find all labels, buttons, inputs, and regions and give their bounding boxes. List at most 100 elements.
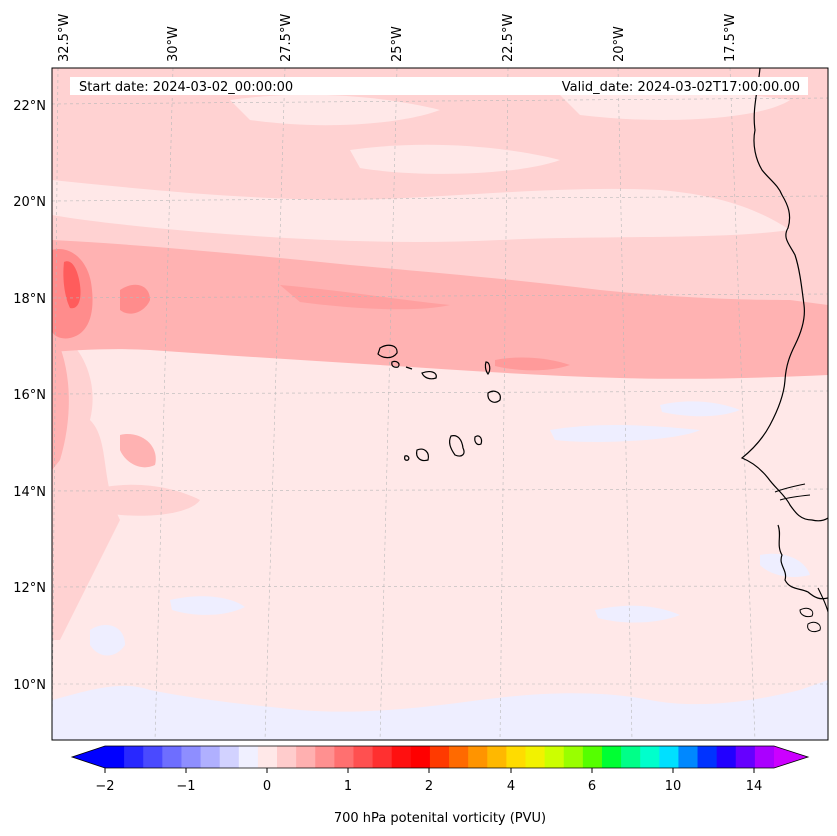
colorbar-cell xyxy=(410,746,431,768)
pv-contour-mid-band xyxy=(52,240,828,379)
colorbar-tick-label: 14 xyxy=(746,779,763,794)
pv-contour-lavender-patch-4 xyxy=(760,553,810,577)
gridline-30w xyxy=(154,68,174,740)
colorbar-cell xyxy=(372,746,393,768)
colorbar-tick-label: 10 xyxy=(665,779,682,794)
colorbar-cell xyxy=(506,746,527,768)
colorbar-cells xyxy=(105,746,775,768)
colorbar-cell xyxy=(678,746,699,768)
lon-label-30w: 30°W xyxy=(166,26,181,62)
pv-contour-strong-band xyxy=(280,285,450,310)
colorbar-cell xyxy=(238,746,259,768)
map-frame xyxy=(51,67,829,741)
lat-label-14n: 14°N xyxy=(13,485,46,500)
colorbar: −2 −1 0 1 2 4 6 10 14 700 hPa potenital … xyxy=(70,745,810,826)
pv-contour-lavender-patch-2 xyxy=(170,596,245,615)
colorbar-tick-label: 2 xyxy=(425,779,433,794)
lon-label-22-5w: 22.5°W xyxy=(501,14,516,62)
gridline-32-5w xyxy=(52,68,59,740)
lat-label-20n: 20°N xyxy=(13,195,46,210)
colorbar-cell xyxy=(296,746,316,768)
colorbar-cell xyxy=(353,746,374,768)
colorbar-cell xyxy=(449,746,469,768)
lon-label-20w: 20°W xyxy=(612,26,627,62)
colorbar-tick-label: 6 xyxy=(588,779,596,794)
africa-coastline xyxy=(740,68,828,522)
bissau-islands xyxy=(799,607,821,633)
start-date-label: Start date: 2024-03-02_00:00:00 xyxy=(79,80,293,95)
pv-contour-strong-patch xyxy=(120,284,150,314)
colorbar-tick-label: −1 xyxy=(176,779,195,794)
lon-label-27-5w: 27.5°W xyxy=(279,14,294,62)
colorbar-cell xyxy=(143,746,163,768)
island-sao-nicolau xyxy=(421,371,437,380)
island-maio xyxy=(474,435,483,446)
colorbar-cell xyxy=(621,746,641,768)
guinea-coast xyxy=(817,587,828,613)
pv-contour-mid-west-lobe xyxy=(52,330,69,470)
pv-contour-strong-center xyxy=(495,357,570,371)
colorbar-tick-label: −2 xyxy=(95,779,114,794)
lat-label-16n: 16°N xyxy=(13,388,46,403)
gridline-27-5w xyxy=(264,68,286,740)
colorbar-cell xyxy=(429,746,450,768)
pv-contour-pale-band-3 xyxy=(52,180,790,243)
colorbar-cell xyxy=(219,746,240,768)
lon-label-17-5w: 17.5°W xyxy=(723,14,738,62)
colorbar-cell xyxy=(640,746,660,768)
colorbar-extend-over xyxy=(774,746,808,768)
colorbar-cell xyxy=(582,746,603,768)
colorbar-tick-label: 1 xyxy=(344,779,352,794)
lon-label-32-5w: 32.5°W xyxy=(57,14,72,62)
graticule xyxy=(52,68,828,740)
pv-contour-lavender-east xyxy=(550,425,700,442)
lon-label-25w: 25°W xyxy=(390,26,405,62)
island-brava xyxy=(404,455,410,461)
map-panel: Start date: 2024-03-02_00:00:00 Valid_da… xyxy=(52,68,828,740)
colorbar-cell xyxy=(697,746,718,768)
colorbar-extend-under xyxy=(72,746,105,768)
island-santo-antao xyxy=(377,344,398,359)
colorbar-cell xyxy=(601,746,622,768)
colorbar-cell xyxy=(334,746,354,768)
lat-label-18n: 18°N xyxy=(13,292,46,307)
cape-verde-islands xyxy=(377,344,501,462)
pv-contour-pale-band-4 xyxy=(350,144,560,174)
colorbar-cell xyxy=(544,746,565,768)
colorbar-title: 700 hPa potenital vorticity (PVU) xyxy=(334,811,546,826)
pv-contour-pale-band-2 xyxy=(560,89,790,120)
pv-contour-lavender-patch-3 xyxy=(595,605,680,623)
lat-label-22n: 22°N xyxy=(13,99,46,114)
pv-contour-light-patch xyxy=(90,484,200,516)
pv-contour-lavender-south xyxy=(52,680,828,740)
africa-coastline-south xyxy=(777,524,828,600)
colorbar-cell xyxy=(391,746,412,768)
lat-label-10n: 10°N xyxy=(13,678,46,693)
colorbar-cell xyxy=(277,746,297,768)
island-santiago xyxy=(449,435,465,457)
colorbar-cell xyxy=(315,746,335,768)
colorbar-cell xyxy=(716,746,737,768)
colorbar-cell xyxy=(735,746,756,768)
colorbar-cell xyxy=(563,746,584,768)
pv-contour-light-west xyxy=(52,330,120,640)
colorbar-cell xyxy=(105,746,125,768)
date-banner xyxy=(70,77,808,95)
pv-contour-lavender-patch-1 xyxy=(90,625,125,656)
gambia-estuary xyxy=(774,483,811,501)
colorbar-cell xyxy=(754,746,775,768)
island-sal xyxy=(484,361,491,376)
island-boa-vista xyxy=(487,390,501,403)
island-santa-luzia xyxy=(405,366,413,370)
island-sao-vicente xyxy=(391,360,400,368)
colorbar-cell xyxy=(200,746,221,768)
gridline-25w xyxy=(379,68,398,740)
lat-label-12n: 12°N xyxy=(13,581,46,596)
valid-date-label: Valid_date: 2024-03-02T17:00:00.00 xyxy=(562,80,800,95)
colorbar-cell xyxy=(257,746,278,768)
island-fogo xyxy=(416,448,429,462)
pv-contour-lavender-east-2 xyxy=(660,401,740,417)
gridline-20w xyxy=(617,68,633,740)
colorbar-cell xyxy=(487,746,507,768)
